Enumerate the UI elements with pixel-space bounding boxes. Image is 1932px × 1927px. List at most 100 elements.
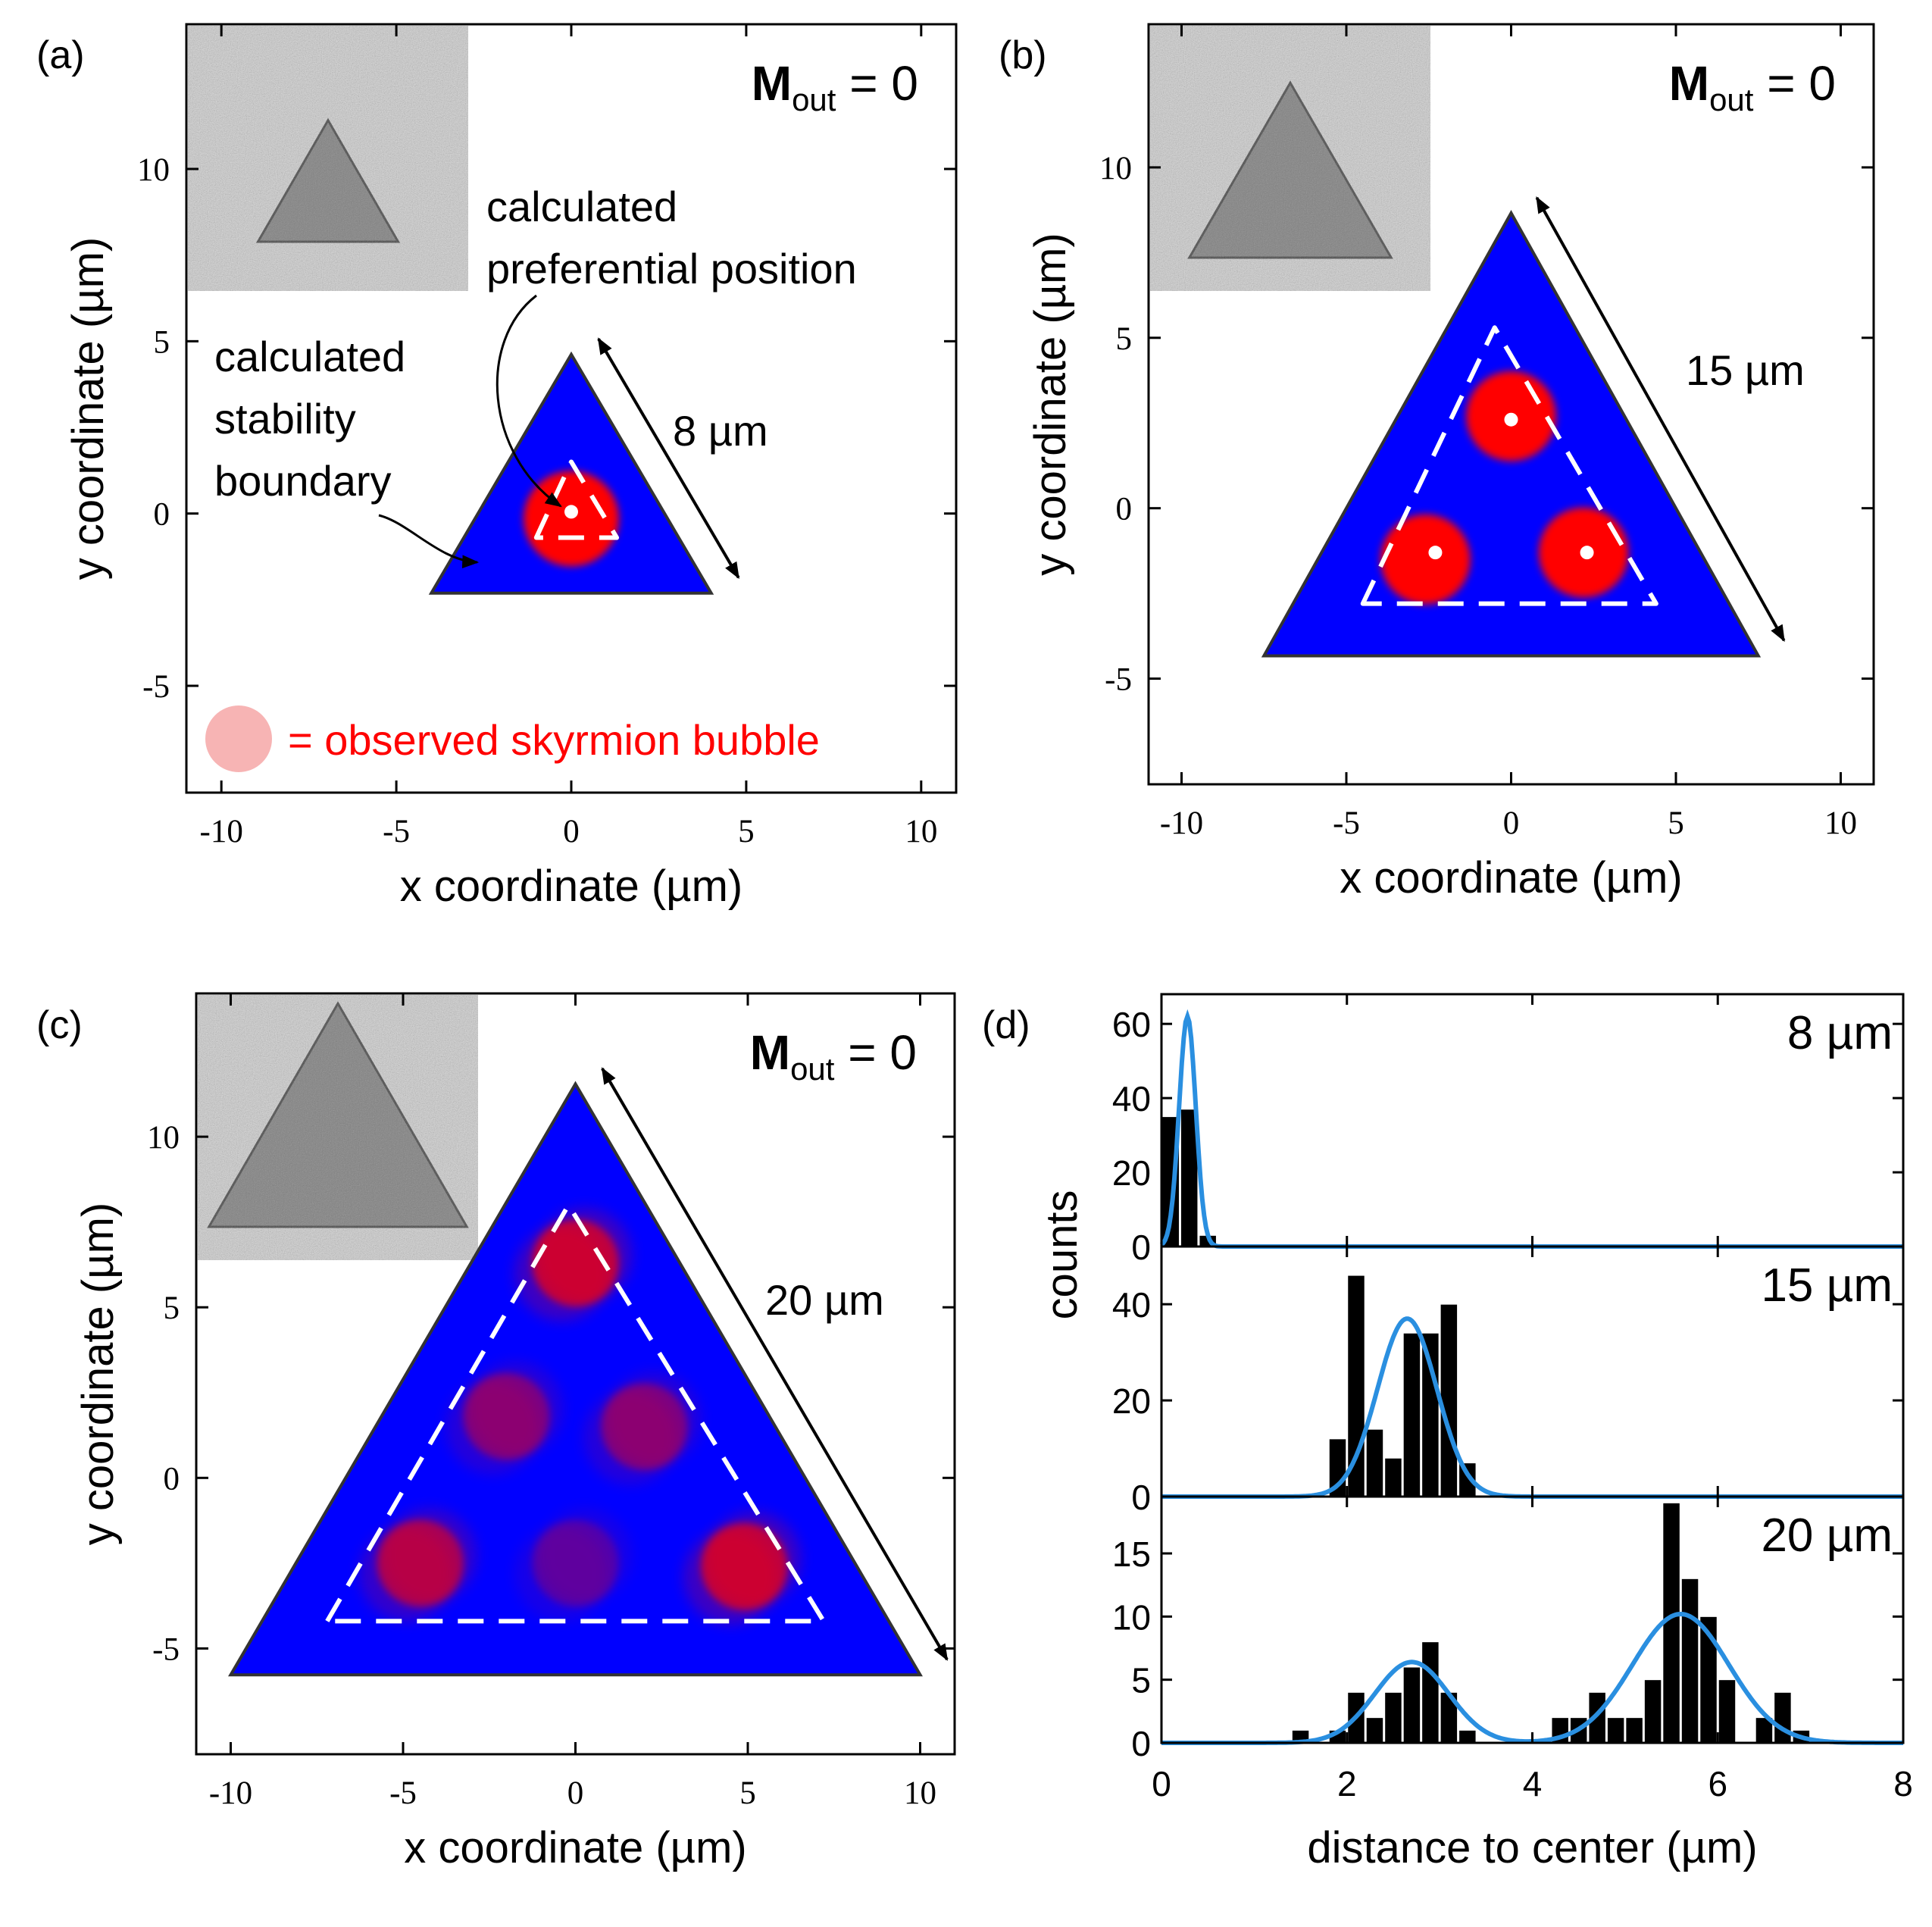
panel-tag: (a)	[36, 33, 85, 77]
y-axis-label: y coordinate (µm)	[1026, 233, 1075, 575]
x-tick-label: 5	[1668, 806, 1684, 841]
inset-micrograph	[1150, 26, 1430, 291]
skyrmion-bubble	[532, 1519, 619, 1606]
histogram-bar	[1365, 1428, 1384, 1497]
x-tick-label: 0	[1152, 1764, 1171, 1803]
x-tick-label: 0	[567, 1775, 584, 1811]
histogram-bar	[1680, 1578, 1699, 1744]
annotation-line: calculated	[214, 333, 405, 380]
x-tick-label: 0	[1503, 806, 1520, 841]
x-axis-label: x coordinate (µm)	[1340, 853, 1682, 902]
mout-rest: = 0	[1753, 56, 1836, 111]
y-tick-label: 0	[1116, 492, 1133, 527]
y-tick-label: 15	[1112, 1534, 1151, 1574]
mout-sub: out	[792, 82, 836, 117]
y-tick-label: 40	[1112, 1079, 1151, 1118]
panel-tag: (d)	[982, 1003, 1030, 1047]
mout-rest: = 0	[836, 56, 918, 111]
histogram-bar	[1440, 1303, 1458, 1497]
histogram-bar	[1718, 1679, 1737, 1744]
panel-c: 20 µm -10 -5 0 5 10 -5 0 5 10 x coordinate (µm) y c…	[36, 992, 956, 1872]
mout-label: Mout = 0	[752, 56, 918, 117]
histogram-bar	[1625, 1717, 1643, 1744]
panel-tag: (c)	[36, 1003, 83, 1047]
y-tick-label: 10	[1099, 151, 1132, 186]
skyrmion-bubble	[1380, 514, 1471, 605]
histogram-bar	[1347, 1275, 1365, 1497]
annotation-line: boundary	[214, 457, 392, 505]
y-tick-label: 0	[1131, 1724, 1151, 1763]
y-tick-label: -5	[152, 1631, 180, 1667]
histogram-bar	[1384, 1691, 1402, 1744]
subplot-size-label: 20 µm	[1761, 1509, 1893, 1562]
x-axis-label: distance to center (µm)	[1307, 1823, 1757, 1872]
panel-d: 0 20 40 60 8 µm 0 20 40 15 µm 0 5 10 15 20 µm 0 2 4 6 8 dis…	[982, 993, 1913, 1872]
x-tick-label: 8	[1893, 1764, 1913, 1803]
y-tick-label: 5	[1131, 1661, 1151, 1700]
subplot-size-label: 8 µm	[1787, 1007, 1893, 1059]
panel-a: 8 µm -10 -5 0 5 10 -5 0 5 10 x coordinate (µm) y co…	[36, 23, 958, 911]
x-tick-label: 10	[905, 814, 937, 849]
mout-base: M	[1669, 56, 1709, 111]
x-tick-label: 5	[739, 1775, 756, 1811]
side-length-label: 15 µm	[1686, 346, 1805, 394]
y-axis-label: y coordinate (µm)	[64, 237, 113, 580]
skyrmion-bubble	[701, 1523, 788, 1610]
inset-micrograph	[198, 995, 478, 1260]
annotation-arrow	[378, 514, 480, 568]
histogram-bar	[1402, 1332, 1421, 1497]
side-length-arrow	[597, 337, 740, 580]
histogram-bar	[1643, 1679, 1662, 1744]
y-tick-label: 20	[1112, 1381, 1151, 1421]
side-length-label: 20 µm	[765, 1276, 884, 1324]
annotation-stability: calculated stability boundary	[214, 333, 405, 505]
x-tick-label: 5	[738, 814, 755, 849]
mout-rest: = 0	[834, 1025, 917, 1080]
x-tick-label: 0	[563, 814, 580, 849]
preferential-position-dot	[1580, 546, 1594, 560]
histogram-bar	[1421, 1641, 1440, 1744]
legend-bubble-swatch	[205, 705, 272, 772]
y-tick-label: 60	[1112, 1005, 1151, 1044]
annotation-preferential: calculated preferential position	[486, 183, 857, 292]
preferential-position-dot	[1504, 412, 1518, 427]
histogram-bar	[1774, 1691, 1792, 1744]
histogram-bar	[1384, 1457, 1402, 1497]
x-tick-label: 10	[1824, 806, 1857, 841]
mout-base: M	[750, 1025, 790, 1080]
y-tick-label: 10	[137, 152, 170, 188]
annotation-line: stability	[214, 395, 356, 443]
skyrmion-bubble	[601, 1383, 688, 1470]
x-axis-label: x coordinate (µm)	[404, 1823, 746, 1872]
side-length-arrow	[1535, 196, 1786, 643]
mout-sub: out	[1709, 82, 1754, 117]
skyrmion-bubble	[463, 1373, 550, 1460]
y-tick-label: 10	[1112, 1597, 1151, 1637]
annotation-arrow	[496, 294, 562, 508]
subplot-size-label: 15 µm	[1761, 1259, 1893, 1312]
preferential-position-dot	[1428, 546, 1443, 560]
histogram-1: 0 20 40 15 µm	[1112, 1245, 1905, 1517]
mout-base: M	[752, 56, 792, 111]
histogram-bar	[1365, 1717, 1384, 1744]
x-tick-label: 4	[1523, 1764, 1543, 1803]
y-tick-label: 5	[164, 1290, 180, 1326]
y-tick-label: 5	[1116, 321, 1133, 357]
x-tick-label: -5	[389, 1775, 417, 1811]
x-tick-label: 10	[904, 1775, 936, 1811]
annotation-line: preferential position	[486, 245, 857, 292]
skyrmion-bubble	[532, 1219, 619, 1306]
inset-micrograph	[188, 26, 468, 291]
panel-b: 15 µm -10 -5 0 5 10 -5 0 5 10 x coordinate (µm) y c…	[999, 23, 1875, 902]
y-tick-label: 0	[1131, 1228, 1151, 1267]
histogram-bar	[1402, 1666, 1421, 1744]
y-tick-label: 20	[1112, 1153, 1151, 1193]
side-length-arrow	[601, 1067, 949, 1661]
inset-noise-overlay	[198, 995, 478, 1260]
skyrmion-bubble	[377, 1519, 464, 1606]
y-tick-label: -5	[1105, 662, 1132, 698]
histogram-0: 0 20 40 60 8 µm	[1112, 993, 1905, 1267]
x-tick-label: -10	[1160, 806, 1203, 841]
histogram-bar	[1606, 1717, 1625, 1744]
